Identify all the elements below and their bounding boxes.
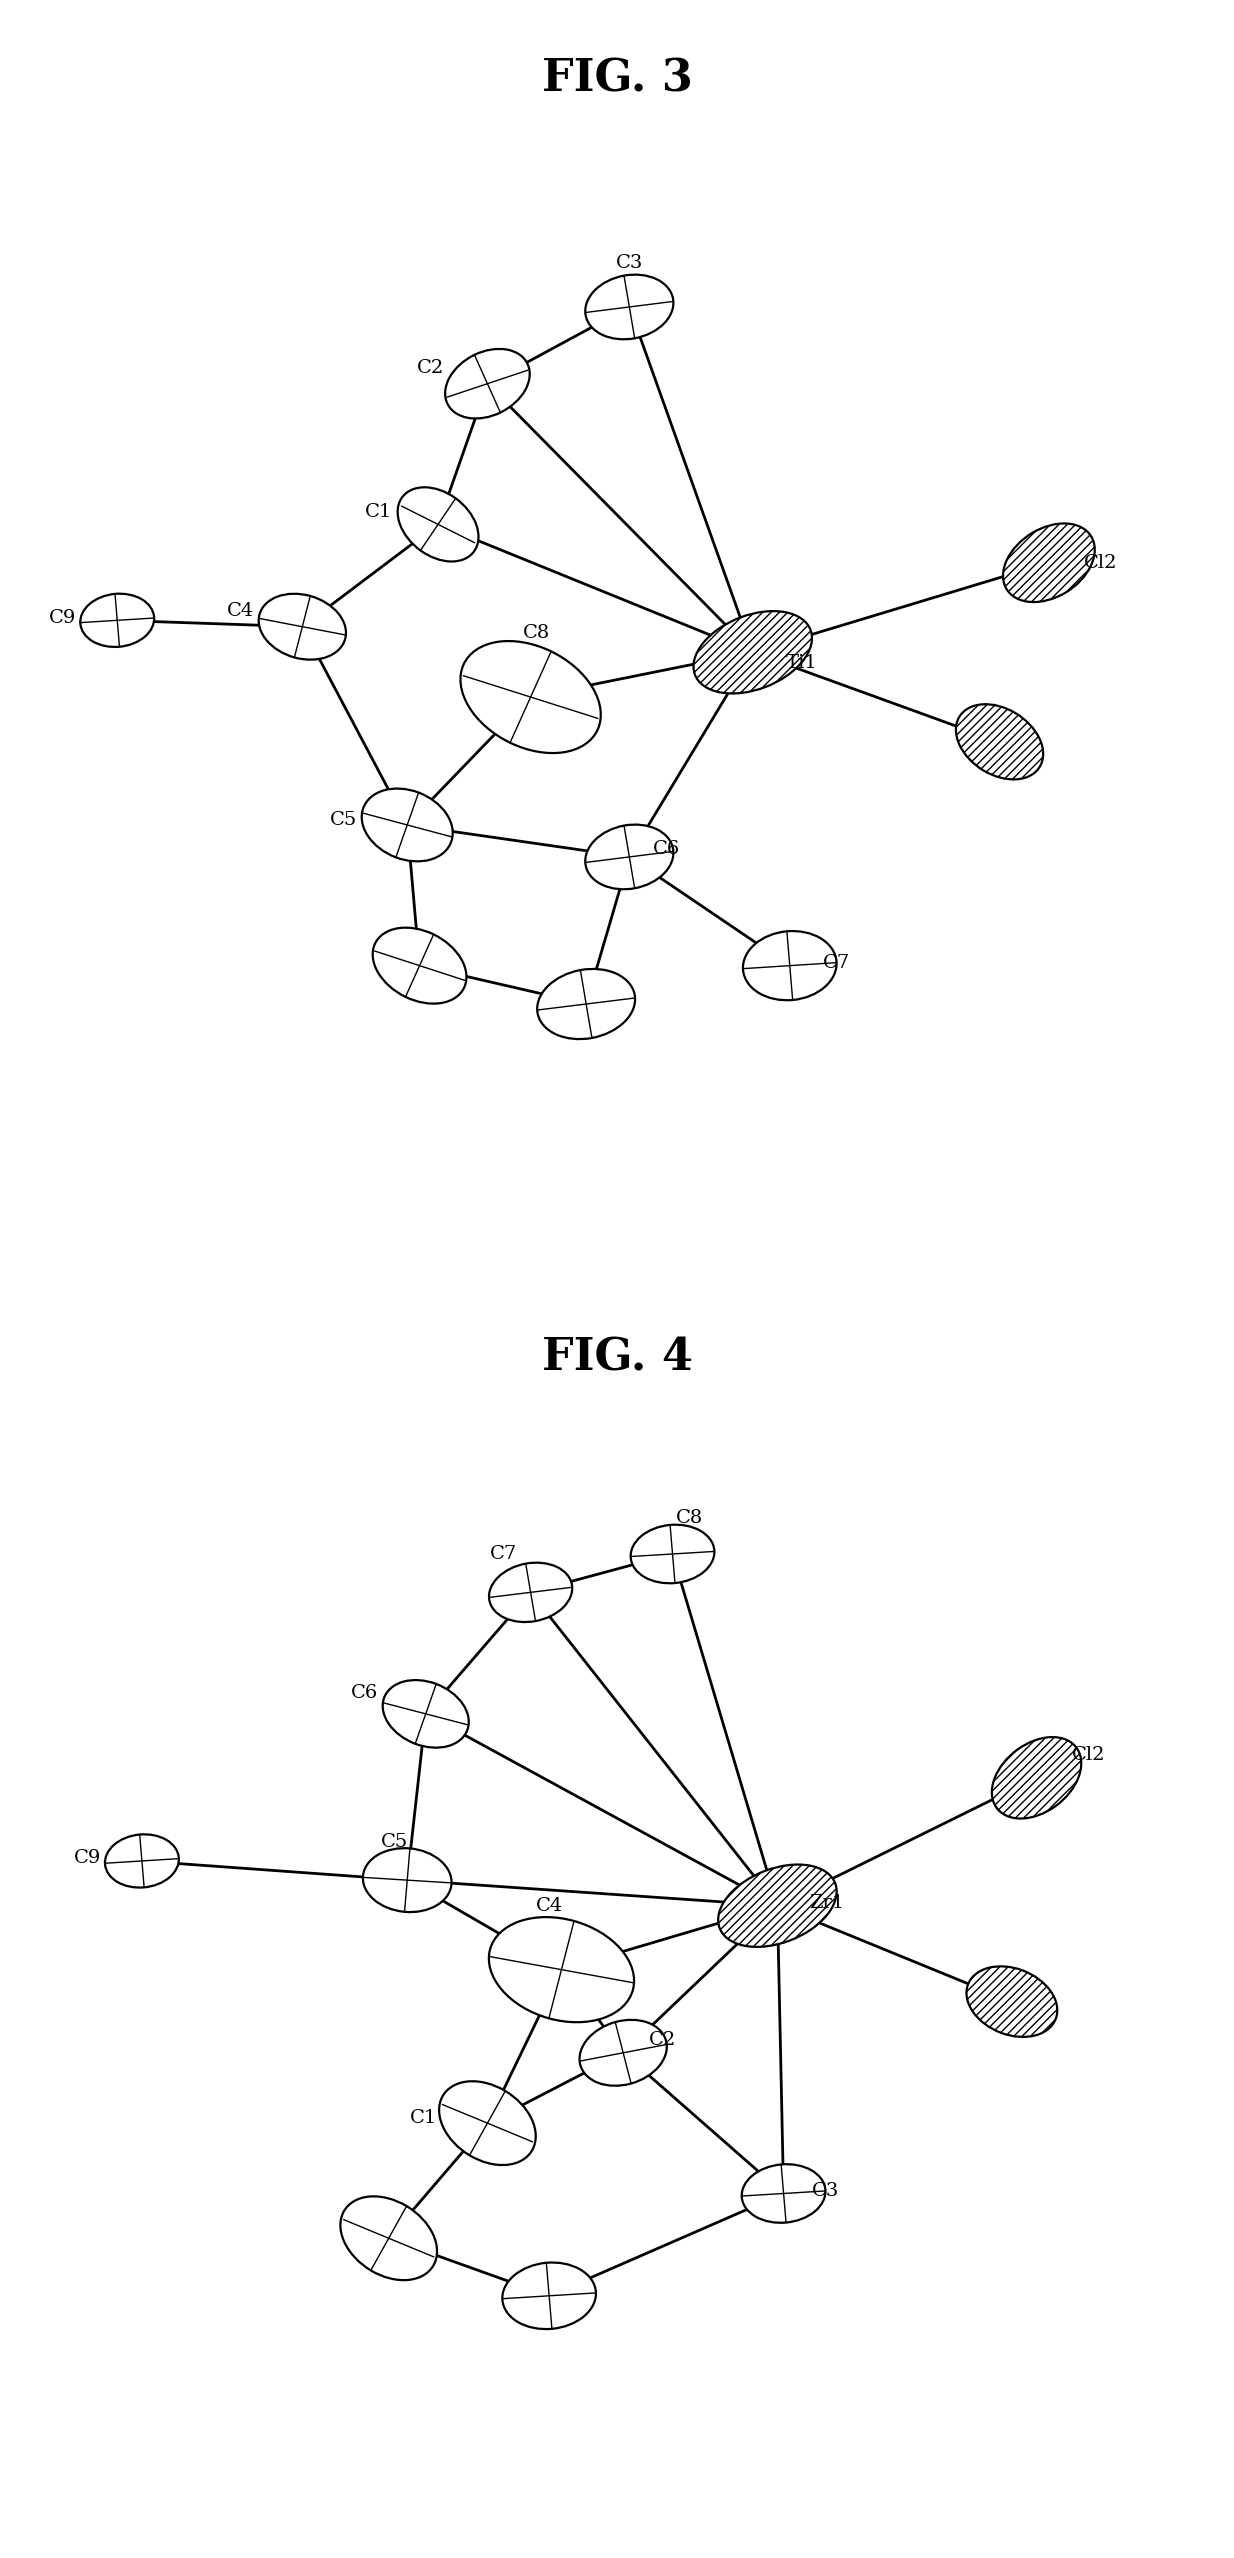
Ellipse shape xyxy=(742,2164,826,2223)
Ellipse shape xyxy=(363,1849,452,1911)
Ellipse shape xyxy=(445,348,529,420)
Ellipse shape xyxy=(580,2021,666,2085)
Text: Zr1: Zr1 xyxy=(810,1893,844,1913)
Ellipse shape xyxy=(259,593,346,660)
Ellipse shape xyxy=(341,2197,437,2279)
Ellipse shape xyxy=(956,703,1043,780)
Ellipse shape xyxy=(439,2082,536,2164)
Text: C2: C2 xyxy=(417,358,444,379)
Ellipse shape xyxy=(397,486,479,563)
Text: C8: C8 xyxy=(523,624,550,642)
Ellipse shape xyxy=(585,824,674,890)
Text: FIG. 3: FIG. 3 xyxy=(542,59,692,100)
Ellipse shape xyxy=(537,969,636,1039)
Ellipse shape xyxy=(373,929,466,1003)
Text: C8: C8 xyxy=(676,1509,703,1527)
Text: C2: C2 xyxy=(649,2031,676,2049)
Ellipse shape xyxy=(80,593,154,647)
Text: C6: C6 xyxy=(653,839,680,859)
Text: C4: C4 xyxy=(227,601,254,622)
Text: C3: C3 xyxy=(812,2182,839,2200)
Text: C4: C4 xyxy=(536,1895,563,1916)
Ellipse shape xyxy=(105,1834,179,1888)
Text: Cl2: Cl2 xyxy=(1071,1745,1106,1765)
Ellipse shape xyxy=(718,1865,837,1947)
Ellipse shape xyxy=(362,788,453,862)
Ellipse shape xyxy=(502,2261,596,2330)
Text: C1: C1 xyxy=(410,2108,437,2128)
Ellipse shape xyxy=(966,1967,1058,2036)
Text: C5: C5 xyxy=(381,1832,408,1852)
Text: C7: C7 xyxy=(823,954,850,972)
Text: C5: C5 xyxy=(329,811,357,829)
Ellipse shape xyxy=(992,1737,1081,1819)
Ellipse shape xyxy=(489,1563,573,1622)
Ellipse shape xyxy=(383,1681,469,1747)
Text: C6: C6 xyxy=(350,1683,378,1704)
Text: C9: C9 xyxy=(74,1849,101,1867)
Text: Cl2: Cl2 xyxy=(1083,553,1118,573)
Ellipse shape xyxy=(743,931,837,1000)
Text: C9: C9 xyxy=(49,609,77,627)
Text: Ti1: Ti1 xyxy=(786,652,818,673)
Text: C7: C7 xyxy=(490,1545,517,1563)
Ellipse shape xyxy=(585,274,674,340)
Ellipse shape xyxy=(631,1525,714,1583)
Ellipse shape xyxy=(1003,524,1095,601)
Ellipse shape xyxy=(694,611,812,693)
Ellipse shape xyxy=(460,642,601,752)
Text: C3: C3 xyxy=(616,253,643,274)
Text: FIG. 4: FIG. 4 xyxy=(542,1335,692,1379)
Ellipse shape xyxy=(489,1916,634,2023)
Text: C1: C1 xyxy=(365,501,392,522)
